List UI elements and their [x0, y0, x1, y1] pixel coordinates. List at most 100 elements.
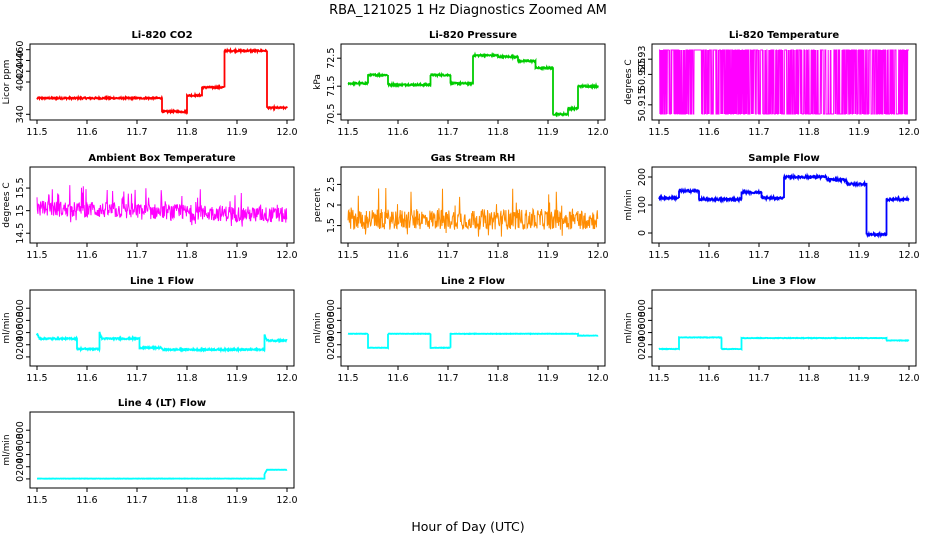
x-tick-label: 11.6: [76, 250, 97, 261]
y-tick-label: 0: [15, 354, 26, 360]
y-tick-label: 2.5: [326, 177, 337, 192]
x-tick-label: 11.8: [798, 373, 819, 384]
x-tick-label: 11.5: [337, 250, 358, 261]
y-tick-label: 70.5: [326, 104, 337, 125]
x-tick-label: 11.5: [26, 250, 47, 261]
data-line: [659, 49, 909, 115]
x-tick-label: 11.7: [126, 250, 147, 261]
x-tick-label: 11.8: [798, 127, 819, 138]
x-tick-label: 11.7: [126, 373, 147, 384]
panel-title: Li-820 CO2: [131, 30, 192, 41]
x-tick-label: 11.6: [698, 127, 719, 138]
x-tick-label: 11.8: [176, 127, 197, 138]
panel-ylabel: Licor ppm: [2, 60, 12, 105]
panel-title: Li-820 Temperature: [729, 30, 839, 41]
x-tick-label: 11.7: [748, 373, 769, 384]
x-tick-label: 11.7: [437, 250, 458, 261]
data-line: [36, 185, 288, 227]
y-tick-label: 400: [15, 445, 26, 463]
y-tick-label: 0: [637, 354, 648, 360]
y-tick-label: 14.5: [15, 223, 26, 244]
y-tick-label: 50.925: [637, 58, 648, 91]
x-tick-label: 11.8: [176, 373, 197, 384]
panel-frame: [29, 411, 295, 489]
panel-1: Li-820 CO2 Licor ppm 11.5 11.6 11.7 11.8 11.9 1…: [2, 30, 298, 138]
x-tick-label: 12.0: [898, 127, 919, 138]
data-line: [658, 172, 910, 239]
figure-xlabel: Hour of Day (UTC): [411, 519, 524, 534]
y-tick-label: 440: [15, 51, 26, 69]
panel-frame: [651, 289, 917, 367]
y-tick-label: 600: [15, 433, 26, 451]
x-tick-label: 12.0: [898, 250, 919, 261]
data-line: [36, 331, 288, 354]
panel-ylabel: kPa: [313, 74, 323, 90]
x-tick-label: 12.0: [587, 127, 608, 138]
x-tick-label: 11.9: [537, 250, 558, 261]
y-tick-label: 200: [15, 458, 26, 476]
x-tick-label: 11.7: [748, 250, 769, 261]
panel-ylabel: ml/min: [313, 312, 323, 343]
x-tick-label: 11.8: [176, 495, 197, 506]
panel-ylabel: degrees C: [624, 59, 634, 104]
x-tick-label: 11.5: [337, 127, 358, 138]
panel-title: Line 3 Flow: [752, 276, 816, 287]
x-tick-label: 11.9: [848, 127, 869, 138]
panels-area: Li-820 CO2 Licor ppm 11.5 11.6 11.7 11.8 11.9 1…: [2, 30, 920, 506]
y-tick-label: 200: [326, 336, 337, 354]
y-tick-label: 200: [637, 168, 648, 186]
y-tick-label: 400: [15, 73, 26, 91]
panel-ylabel: ml/min: [2, 434, 12, 465]
x-tick-label: 12.0: [898, 373, 919, 384]
panel-title: Line 1 Flow: [130, 276, 194, 287]
x-tick-label: 11.8: [798, 250, 819, 261]
x-tick-label: 11.6: [387, 127, 408, 138]
figure-title: RBA_121025 1 Hz Diagnostics Zoomed AM: [329, 3, 607, 18]
data-line: [658, 336, 910, 352]
y-tick-label: 200: [15, 336, 26, 354]
x-tick-label: 11.5: [337, 373, 358, 384]
y-tick-label: 420: [15, 62, 26, 80]
panel-ylabel: ml/min: [2, 312, 12, 343]
panel-ylabel: ml/min: [624, 312, 634, 343]
panel-frame: [340, 166, 606, 244]
panel-frame: [29, 166, 295, 244]
y-tick-label: 15: [15, 205, 26, 217]
panel-frame: [651, 43, 917, 121]
y-tick-label: 340: [15, 105, 26, 123]
x-tick-label: 11.9: [537, 373, 558, 384]
x-tick-label: 11.7: [748, 127, 769, 138]
x-tick-label: 11.7: [126, 127, 147, 138]
y-tick-label: 100: [637, 196, 648, 214]
panel-title: Sample Flow: [748, 153, 820, 164]
x-tick-label: 11.9: [848, 250, 869, 261]
y-tick-label: 460: [15, 41, 26, 59]
x-tick-label: 11.6: [698, 373, 719, 384]
x-tick-label: 12.0: [587, 373, 608, 384]
y-tick-label: 600: [637, 311, 648, 329]
data-line: [347, 187, 599, 237]
x-tick-label: 11.5: [26, 495, 47, 506]
x-tick-label: 11.5: [26, 127, 47, 138]
panel-frame: [29, 289, 295, 367]
x-tick-label: 11.6: [387, 373, 408, 384]
panel-9: Line 3 Flow ml/min 11.5 11.6 11.7 11.8 11.9 12.…: [624, 276, 920, 384]
data-line: [37, 468, 288, 480]
x-tick-label: 11.8: [487, 127, 508, 138]
y-tick-label: 800: [326, 299, 337, 317]
x-tick-label: 12.0: [276, 250, 297, 261]
panel-10: Line 4 (LT) Flow ml/min 11.5 11.6 11.7 11.8 11…: [2, 398, 298, 506]
y-tick-label: 600: [326, 311, 337, 329]
data-line: [347, 332, 599, 350]
panel-frame: [340, 289, 606, 367]
x-tick-label: 11.6: [76, 127, 97, 138]
y-tick-label: 600: [15, 311, 26, 329]
panel-3: Li-820 Temperature degrees C 11.5 11.6 11.7 1…: [624, 30, 920, 138]
y-tick-label: 50.93: [637, 46, 648, 73]
panel-title: Li-820 Pressure: [429, 30, 517, 41]
panel-7: Line 1 Flow ml/min 11.5 11.6 11.7 11.8 11.9 12.…: [2, 276, 298, 384]
y-tick-label: 200: [637, 336, 648, 354]
y-tick-label: 0: [15, 476, 26, 482]
x-tick-label: 11.8: [487, 373, 508, 384]
